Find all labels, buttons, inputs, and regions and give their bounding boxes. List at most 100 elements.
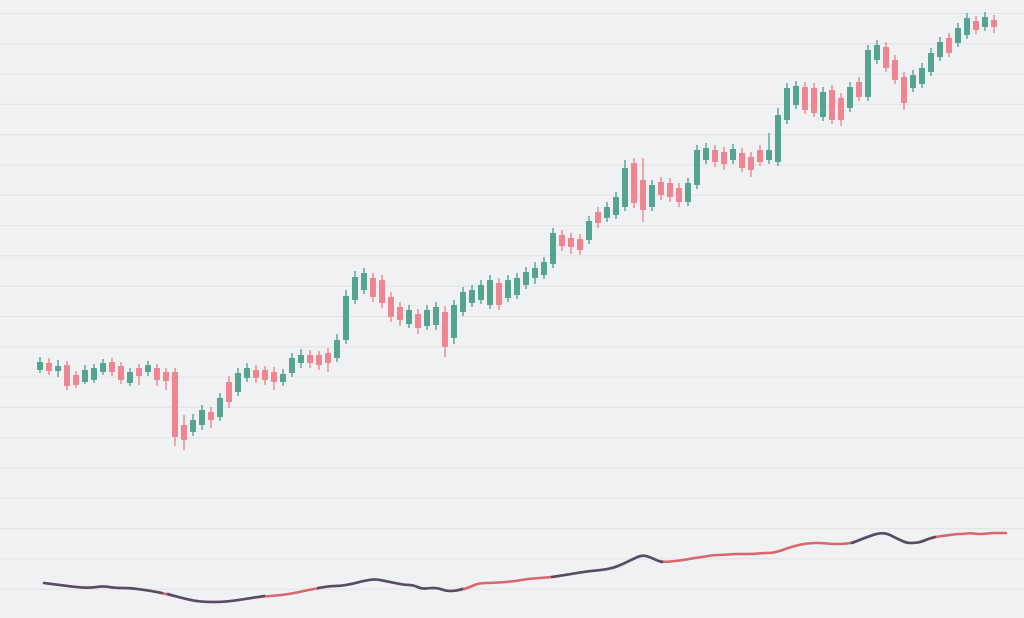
candle-body-up xyxy=(523,272,529,285)
candle-body-up xyxy=(487,280,493,305)
line-dark xyxy=(850,531,937,545)
candle-body-down xyxy=(136,368,142,376)
candle-body-up xyxy=(982,17,988,27)
candle-body-up xyxy=(532,268,538,278)
line-dark xyxy=(550,554,664,579)
candle-body-up xyxy=(145,365,151,372)
line-red xyxy=(42,531,1008,604)
candle-body-down xyxy=(316,355,322,365)
candle-body-down xyxy=(442,312,448,347)
candle-body-up xyxy=(37,362,43,370)
line-dark xyxy=(316,578,464,593)
candle-body-up xyxy=(685,183,691,202)
candle-body-up xyxy=(343,296,349,340)
candle-body-down xyxy=(208,412,214,420)
candle-body-down xyxy=(667,183,673,197)
candle-body-up xyxy=(217,398,223,417)
candle-body-up xyxy=(190,420,196,432)
candle-body-down xyxy=(712,150,718,162)
gridlines-group xyxy=(0,13,1024,590)
candle-body-up xyxy=(469,290,475,303)
candle-body-down xyxy=(991,20,997,27)
candle-body-down xyxy=(118,366,124,380)
candle-body-up xyxy=(334,340,340,358)
candle-body-down xyxy=(577,239,583,250)
candle-body-up xyxy=(649,185,655,207)
candle-body-down xyxy=(172,372,178,437)
candle-body-down xyxy=(388,297,394,317)
candle-body-down xyxy=(415,314,421,328)
candle-body-down xyxy=(838,98,844,120)
candle-body-up xyxy=(865,50,871,97)
candle-body-down xyxy=(901,77,907,103)
candle-body-up xyxy=(478,285,484,300)
candle-body-down xyxy=(739,153,745,168)
candle-body-up xyxy=(82,370,88,382)
candle-body-down xyxy=(595,212,601,223)
candle-body-up xyxy=(100,363,106,372)
candle-body-up xyxy=(280,374,286,382)
candle-body-down xyxy=(946,38,952,53)
candle-body-up xyxy=(910,75,916,88)
candle-body-down xyxy=(397,307,403,320)
candle-body-down xyxy=(568,238,574,247)
candle-body-down xyxy=(721,152,727,164)
candle-body-up xyxy=(127,372,133,383)
candle-body-up xyxy=(361,273,367,290)
candle-body-down xyxy=(883,47,889,68)
candle-body-up xyxy=(622,168,628,207)
candle-body-up xyxy=(874,45,880,60)
candle-body-up xyxy=(820,92,826,117)
candle-body-down xyxy=(109,362,115,372)
candle-body-up xyxy=(424,310,430,326)
candle-body-down xyxy=(307,355,313,363)
candle-body-up xyxy=(919,68,925,84)
candle-body-down xyxy=(658,182,664,195)
candle-body-down xyxy=(559,235,565,246)
candle-body-up xyxy=(775,115,781,162)
candle-body-down xyxy=(748,157,754,170)
candle-body-down xyxy=(64,365,70,386)
candle-body-down xyxy=(325,353,331,363)
candle-body-down xyxy=(829,90,835,120)
candle-body-down xyxy=(370,278,376,297)
candle-body-up xyxy=(550,233,556,264)
candle-body-up xyxy=(730,149,736,160)
candle-body-up xyxy=(460,292,466,312)
candle-body-up xyxy=(694,150,700,185)
candle-body-down xyxy=(379,280,385,303)
candle-body-up xyxy=(406,310,412,324)
candle-body-down xyxy=(262,370,268,380)
candle-body-up xyxy=(433,307,439,325)
candle-body-down xyxy=(181,425,187,440)
candle-body-down xyxy=(640,180,646,210)
candle-body-down xyxy=(631,163,637,203)
candle-body-up xyxy=(505,280,511,298)
candle-body-up xyxy=(91,368,97,380)
candle-body-up xyxy=(541,262,547,275)
line-dark xyxy=(42,581,164,595)
candle-body-up xyxy=(514,278,520,295)
candle-body-up xyxy=(199,410,205,425)
candle-body-down xyxy=(253,370,259,378)
candle-body-down xyxy=(73,375,79,385)
candle-body-down xyxy=(811,88,817,113)
candle-body-up xyxy=(604,207,610,218)
candle-body-down xyxy=(271,372,277,382)
candle-body-up xyxy=(964,18,970,35)
candle-body-up xyxy=(613,197,619,215)
candle-body-up xyxy=(955,28,961,43)
candle-body-up xyxy=(352,277,358,300)
candle-body-down xyxy=(757,150,763,162)
candle-body-down xyxy=(856,82,862,97)
candle-body-down xyxy=(676,188,682,202)
candle-body-up xyxy=(244,368,250,378)
candle-body-up xyxy=(298,355,304,363)
candle-body-up xyxy=(235,373,241,392)
overlay-lines-group xyxy=(42,531,1008,604)
candle-body-up xyxy=(451,305,457,338)
candle-body-up xyxy=(928,53,934,72)
